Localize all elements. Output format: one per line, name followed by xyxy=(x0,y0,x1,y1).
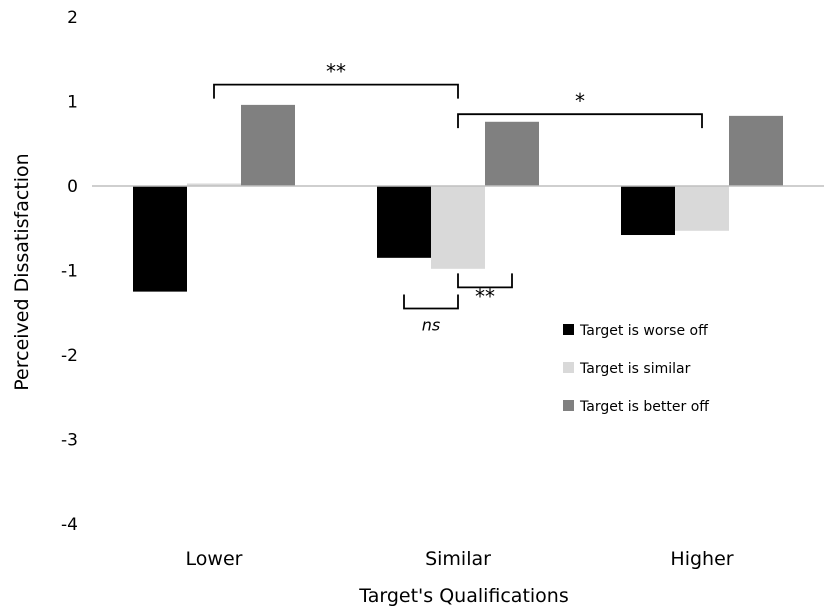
legend: Target is worse off Target is similar Targ… xyxy=(563,323,709,415)
bar xyxy=(485,121,539,186)
y-tick-label: -2 xyxy=(61,346,78,366)
legend-swatch xyxy=(563,400,574,411)
y-tick-label: -3 xyxy=(61,431,78,451)
bar xyxy=(241,104,295,186)
significance-label: ** xyxy=(475,284,495,308)
legend-swatch xyxy=(563,362,574,373)
bar xyxy=(187,183,241,186)
legend-swatch xyxy=(563,324,574,335)
legend-label: Target is similar xyxy=(579,361,691,377)
significance-bracket xyxy=(213,83,459,99)
x-axis-title: Target's Qualifications xyxy=(358,585,569,607)
x-category-label: Lower xyxy=(186,548,243,570)
y-tick-label: 0 xyxy=(67,177,78,197)
y-tick-label: 2 xyxy=(67,8,78,28)
bar xyxy=(675,186,729,231)
bar xyxy=(431,186,485,269)
bar xyxy=(377,186,431,258)
significance-label: * xyxy=(575,89,585,113)
x-category-label: Higher xyxy=(670,548,733,570)
y-tick-label: -4 xyxy=(61,515,78,535)
legend-label: Target is better off xyxy=(579,399,709,415)
x-axis-categories: Lower Similar Higher xyxy=(186,548,734,570)
significance-annotations: ***ns** xyxy=(213,60,703,335)
y-tick-label: -1 xyxy=(61,262,78,282)
y-axis-title: Perceived Dissatisfaction xyxy=(11,153,33,390)
significance-bracket xyxy=(457,113,703,129)
legend-label: Target is worse off xyxy=(579,323,708,339)
x-category-label: Similar xyxy=(425,548,491,570)
y-tick-label: 1 xyxy=(67,93,78,113)
bars xyxy=(133,104,783,292)
bar xyxy=(621,186,675,236)
significance-label: ** xyxy=(326,60,346,84)
significance-label: ns xyxy=(422,316,440,335)
significance-bracket xyxy=(457,273,513,289)
y-axis-ticks: 2 1 0 -1 -2 -3 -4 xyxy=(61,8,78,535)
bar xyxy=(729,115,783,186)
significance-bracket xyxy=(403,294,459,310)
bar xyxy=(133,186,187,292)
